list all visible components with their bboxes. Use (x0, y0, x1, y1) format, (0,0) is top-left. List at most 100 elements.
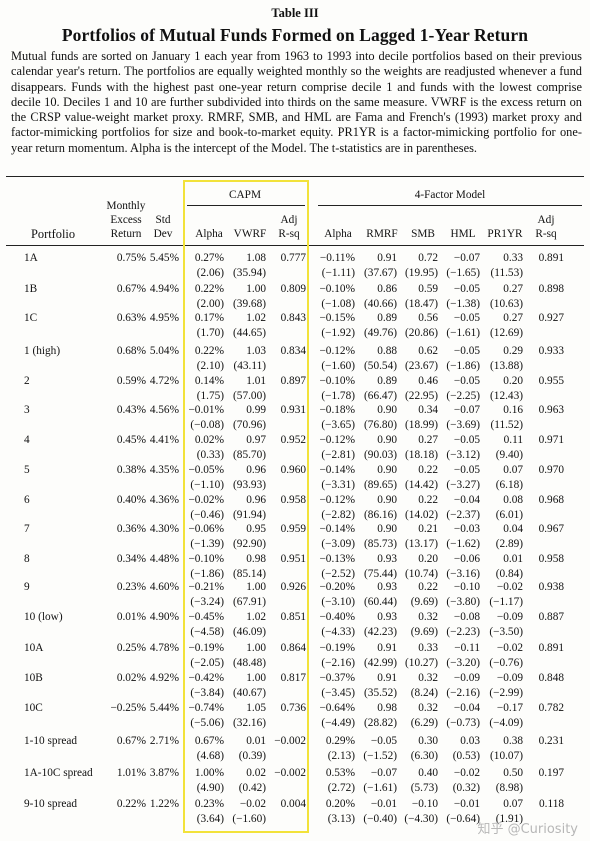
cell-capm-vwrf: 1.05 (246, 702, 266, 714)
cell-capm-alpha: −0.02% (188, 494, 224, 506)
cell-ff-rmrf-tstat: (85.73) (364, 538, 397, 550)
cell-ff-pr1yr: 0.50 (503, 767, 523, 779)
cell-ff-rmrf-tstat: (60.44) (364, 596, 397, 608)
cell-ff-rmrf-tstat: (86.16) (364, 509, 397, 521)
cell-ff-smb: 0.72 (418, 252, 438, 264)
cell-ff-smb: 0.22 (418, 464, 438, 476)
cell-ff-alpha: −0.12% (319, 434, 355, 446)
cell-capm-alpha: −0.45% (188, 611, 224, 623)
cell-std-dev: 4.56% (149, 404, 179, 416)
header-capm-rsq: R-sq (278, 228, 300, 240)
cell-ff-pr1yr-tstat: (11.52) (490, 419, 523, 431)
cell-capm-vwrf: 0.95 (246, 523, 266, 535)
group-capm: CAPM (228, 189, 262, 201)
cell-ff-alpha: 0.29% (325, 735, 355, 747)
cell-ff-rmrf: 0.93 (377, 611, 397, 623)
header-monthly: Monthly (106, 200, 146, 212)
cell-ff-alpha-tstat: (−3.45) (321, 687, 355, 699)
cell-ff-alpha-tstat: (−4.33) (321, 626, 355, 638)
cell-capm-vwrf: 0.98 (246, 553, 266, 565)
cell-capm-adj-rsq: 0.834 (280, 345, 306, 357)
cell-capm-vwrf: 1.01 (246, 375, 266, 387)
cell-ff-smb-tstat: (13.17) (405, 538, 438, 550)
cell-capm-adj-rsq: 0.809 (280, 283, 306, 295)
cell-ff-adj-rsq: 0.848 (538, 672, 564, 684)
cell-ff-adj-rsq: 0.887 (538, 611, 564, 623)
cell-capm-alpha-tstat: (3.64) (196, 813, 224, 825)
cell-capm-alpha: 0.17% (194, 312, 224, 324)
cell-capm-alpha: 1.00% (194, 767, 224, 779)
cell-ff-hml-tstat: (−2.37) (446, 509, 480, 521)
cell-ff-alpha-tstat: (−2.16) (321, 657, 355, 669)
cell-ff-rmrf: 0.90 (377, 464, 397, 476)
header-excess: Excess (110, 214, 142, 226)
cell-ff-adj-rsq: 0.971 (538, 434, 564, 446)
cell-std-dev: 4.41% (149, 434, 179, 446)
cell-ff-smb: 0.20 (418, 553, 438, 565)
cell-capm-vwrf: 0.97 (246, 434, 266, 446)
cell-ff-smb: 0.32 (418, 611, 438, 623)
cell-ff-hml: −0.01 (453, 798, 480, 810)
cell-ff-hml: −0.10 (453, 581, 480, 593)
row-portfolio-name: 10B (24, 672, 43, 684)
cell-capm-vwrf-tstat: (67.91) (233, 596, 266, 608)
cell-capm-vwrf-tstat: (48.48) (233, 657, 266, 669)
cell-ff-smb: 0.56 (418, 312, 438, 324)
cell-ff-hml: −0.05 (453, 464, 480, 476)
cell-excess-return: −0.25% (110, 702, 146, 714)
header-ff-smb: SMB (411, 228, 435, 240)
row-portfolio-name: 9 (24, 581, 30, 593)
cell-ff-alpha-tstat: (−1.11) (321, 267, 355, 279)
cell-ff-smb-tstat: (8.24) (410, 687, 438, 699)
cell-capm-alpha: 0.23% (194, 798, 224, 810)
cell-capm-vwrf-tstat: (85.14) (233, 568, 266, 580)
cell-ff-pr1yr-tstat: (12.43) (490, 390, 523, 402)
cell-ff-rmrf: 0.86 (377, 283, 397, 295)
cell-std-dev: 4.35% (149, 464, 179, 476)
cell-excess-return: 0.67% (116, 283, 146, 295)
cell-ff-rmrf: 0.91 (377, 252, 397, 264)
row-portfolio-name: 8 (24, 553, 30, 565)
cell-ff-rmrf-tstat: (90.03) (364, 449, 397, 461)
row-portfolio-name: 3 (24, 404, 30, 416)
cell-capm-adj-rsq: 0.959 (280, 523, 306, 535)
cell-ff-alpha-tstat: (−2.52) (321, 568, 355, 580)
cell-ff-alpha: −0.12% (319, 494, 355, 506)
header-rule (6, 245, 584, 246)
row-portfolio-name: 1A (24, 252, 38, 264)
cell-capm-vwrf-tstat: (43.11) (233, 360, 266, 372)
cell-capm-alpha-tstat: (4.90) (196, 782, 224, 794)
cell-capm-vwrf: 1.02 (246, 611, 266, 623)
cell-ff-hml: −0.09 (453, 672, 480, 684)
cell-ff-hml-tstat: (−3.16) (446, 568, 480, 580)
cell-ff-adj-rsq: 0.970 (538, 464, 564, 476)
cell-capm-alpha: −0.06% (188, 523, 224, 535)
header-return: Return (110, 228, 142, 240)
cell-capm-adj-rsq: 0.851 (280, 611, 306, 623)
cell-ff-hml-tstat: (−1.61) (446, 327, 480, 339)
cell-ff-alpha: −0.14% (319, 464, 355, 476)
capm-underline (187, 205, 305, 206)
cell-ff-alpha-tstat: (−4.49) (321, 717, 355, 729)
row-portfolio-name: 7 (24, 523, 30, 535)
cell-ff-smb-tstat: (10.74) (405, 568, 438, 580)
cell-ff-adj-rsq: 0.891 (538, 252, 564, 264)
cell-ff-pr1yr-tstat: (6.01) (495, 509, 523, 521)
cell-capm-vwrf-tstat: (0.42) (238, 782, 266, 794)
group-four-factor: 4-Factor Model (414, 189, 486, 201)
cell-ff-alpha: −0.14% (319, 523, 355, 535)
cell-ff-alpha: −0.64% (319, 702, 355, 714)
cell-ff-smb-tstat: (14.42) (405, 479, 438, 491)
cell-ff-rmrf: −0.05 (370, 735, 397, 747)
cell-ff-pr1yr: 0.27 (503, 312, 523, 324)
cell-ff-rmrf-tstat: (−1.52) (363, 750, 397, 762)
cell-std-dev: 4.36% (149, 494, 179, 506)
cell-ff-pr1yr-tstat: (−3.50) (489, 626, 523, 638)
cell-ff-smb-tstat: (6.30) (410, 750, 438, 762)
cell-ff-hml-tstat: (−3.20) (446, 657, 480, 669)
cell-capm-vwrf-tstat: (93.93) (233, 479, 266, 491)
cell-ff-pr1yr: 0.29 (503, 345, 523, 357)
cell-capm-vwrf-tstat: (91.94) (233, 509, 266, 521)
cell-ff-smb: 0.59 (418, 283, 438, 295)
cell-capm-vwrf: 1.03 (246, 345, 266, 357)
